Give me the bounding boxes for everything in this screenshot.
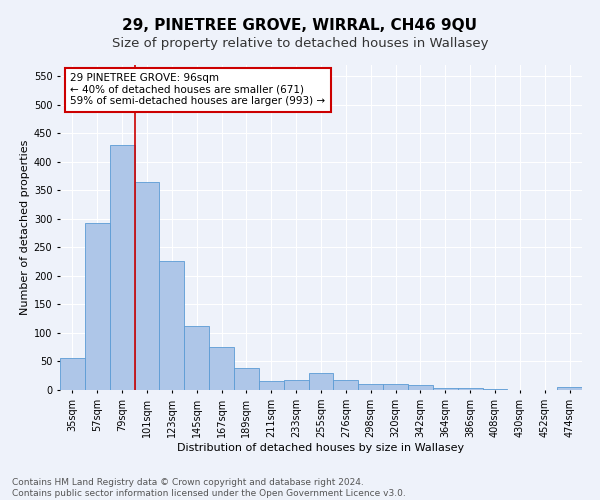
Y-axis label: Number of detached properties: Number of detached properties xyxy=(20,140,29,315)
X-axis label: Distribution of detached houses by size in Wallasey: Distribution of detached houses by size … xyxy=(178,442,464,452)
Bar xyxy=(60,358,85,390)
Bar xyxy=(284,380,308,390)
Bar xyxy=(234,368,259,390)
Bar xyxy=(408,385,433,390)
Bar xyxy=(557,387,582,390)
Bar xyxy=(110,145,134,390)
Bar xyxy=(85,223,110,390)
Bar xyxy=(433,388,458,390)
Bar xyxy=(184,326,209,390)
Text: 29 PINETREE GROVE: 96sqm
← 40% of detached houses are smaller (671)
59% of semi-: 29 PINETREE GROVE: 96sqm ← 40% of detach… xyxy=(70,73,326,106)
Text: Size of property relative to detached houses in Wallasey: Size of property relative to detached ho… xyxy=(112,38,488,51)
Text: Contains HM Land Registry data © Crown copyright and database right 2024.
Contai: Contains HM Land Registry data © Crown c… xyxy=(12,478,406,498)
Bar xyxy=(134,182,160,390)
Text: 29, PINETREE GROVE, WIRRAL, CH46 9QU: 29, PINETREE GROVE, WIRRAL, CH46 9QU xyxy=(122,18,478,32)
Bar xyxy=(358,384,383,390)
Bar xyxy=(160,261,184,390)
Bar xyxy=(383,384,408,390)
Bar xyxy=(259,381,284,390)
Bar xyxy=(209,346,234,390)
Bar xyxy=(308,374,334,390)
Bar xyxy=(458,388,482,390)
Bar xyxy=(334,380,358,390)
